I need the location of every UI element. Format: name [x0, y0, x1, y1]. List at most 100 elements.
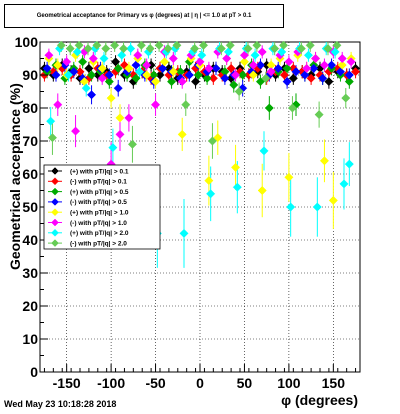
data-point: [87, 90, 97, 100]
data-point: [346, 57, 356, 67]
data-point: [135, 67, 145, 77]
data-point: [207, 136, 217, 146]
data-point: [255, 60, 265, 70]
legend-marker: [51, 208, 59, 217]
legend-label: (-) with pT/|q| > 1.0: [70, 220, 127, 227]
data-point: [335, 67, 345, 77]
legend-marker: [51, 198, 59, 206]
data-point: [319, 156, 329, 166]
data-point: [108, 143, 118, 153]
data-point: [179, 228, 189, 238]
data-point: [248, 60, 258, 70]
data-point: [62, 57, 72, 67]
legend-marker: [51, 167, 59, 175]
x-tick-label: -150: [53, 375, 81, 391]
data-point: [286, 202, 296, 212]
data-point: [74, 40, 84, 50]
y-tick-label: 30: [22, 265, 38, 281]
data-point: [288, 73, 298, 83]
data-point: [124, 63, 134, 73]
data-point: [159, 57, 169, 67]
data-point: [231, 162, 241, 172]
data-point: [131, 60, 141, 70]
data-point: [97, 73, 107, 83]
data-point: [306, 73, 316, 83]
x-tick-label: -100: [97, 375, 125, 391]
data-point: [330, 47, 340, 57]
data-point: [75, 67, 85, 77]
data-point: [204, 176, 214, 186]
data-point: [339, 179, 349, 189]
data-point: [337, 60, 347, 70]
data-point: [56, 40, 66, 50]
data-point: [177, 77, 187, 87]
legend-label: (-) with pT/|q| > 0.1: [70, 179, 127, 186]
data-point: [216, 44, 226, 54]
data-point: [44, 50, 54, 60]
data-point: [257, 47, 267, 57]
data-point: [229, 80, 239, 90]
data-point: [110, 40, 120, 50]
data-point: [327, 60, 337, 70]
timestamp-footer: Wed May 23 10:18:28 2018: [4, 399, 117, 409]
data-point: [287, 103, 297, 113]
legend-marker: [51, 187, 59, 196]
data-point: [277, 47, 287, 57]
data-point: [53, 60, 63, 70]
data-point: [344, 77, 354, 87]
data-point: [172, 40, 182, 50]
data-point: [238, 70, 248, 80]
data-point: [344, 70, 354, 80]
data-point: [83, 44, 93, 54]
x-tick-label: 0: [196, 375, 204, 391]
data-point: [261, 73, 271, 83]
data-point: [337, 53, 347, 64]
data-point: [312, 202, 322, 212]
data-point: [168, 67, 178, 77]
data-point: [341, 93, 351, 103]
data-point: [239, 50, 249, 60]
chart-title: Geometrical acceptance for Primary vs φ …: [36, 13, 252, 19]
data-point: [53, 100, 63, 110]
y-tick-label: 90: [22, 67, 38, 83]
data-point: [71, 126, 81, 136]
x-tick-label: -50: [145, 375, 165, 391]
data-point: [65, 44, 75, 54]
data-point: [328, 195, 338, 205]
data-point: [72, 47, 82, 57]
data-point: [104, 77, 114, 87]
data-point: [264, 103, 274, 113]
data-point: [243, 44, 253, 54]
data-point: [202, 73, 212, 83]
data-point: [99, 53, 109, 64]
data-point: [220, 73, 230, 83]
data-point: [111, 57, 121, 67]
data-point: [239, 57, 249, 67]
data-point: [250, 50, 260, 60]
data-point: [300, 70, 310, 80]
chart-title-box: Geometrical acceptance for Primary vs φ …: [4, 4, 284, 28]
data-point: [106, 93, 116, 103]
data-point: [177, 129, 187, 139]
data-point: [309, 63, 319, 73]
y-tick-label: 100: [15, 34, 39, 50]
data-point: [282, 63, 292, 73]
data-point: [270, 44, 280, 54]
data-point: [257, 185, 267, 196]
data-point: [222, 53, 232, 64]
data-point: [324, 77, 334, 87]
data-point: [318, 73, 328, 83]
x-axis-title: φ (degrees): [281, 392, 358, 408]
legend-label: (-) with pT/|q| > 0.5: [70, 199, 127, 206]
data-point: [302, 63, 312, 73]
data-point: [279, 40, 289, 50]
data-point: [303, 50, 313, 60]
x-tick-label: 150: [322, 375, 346, 391]
data-point: [323, 44, 333, 54]
data-point: [208, 73, 218, 83]
legend-label: (+) with pT/|q| > 1.0: [70, 210, 129, 217]
data-point: [332, 40, 342, 50]
data-point: [87, 70, 97, 80]
data-point: [126, 44, 136, 54]
data-point: [190, 44, 200, 54]
